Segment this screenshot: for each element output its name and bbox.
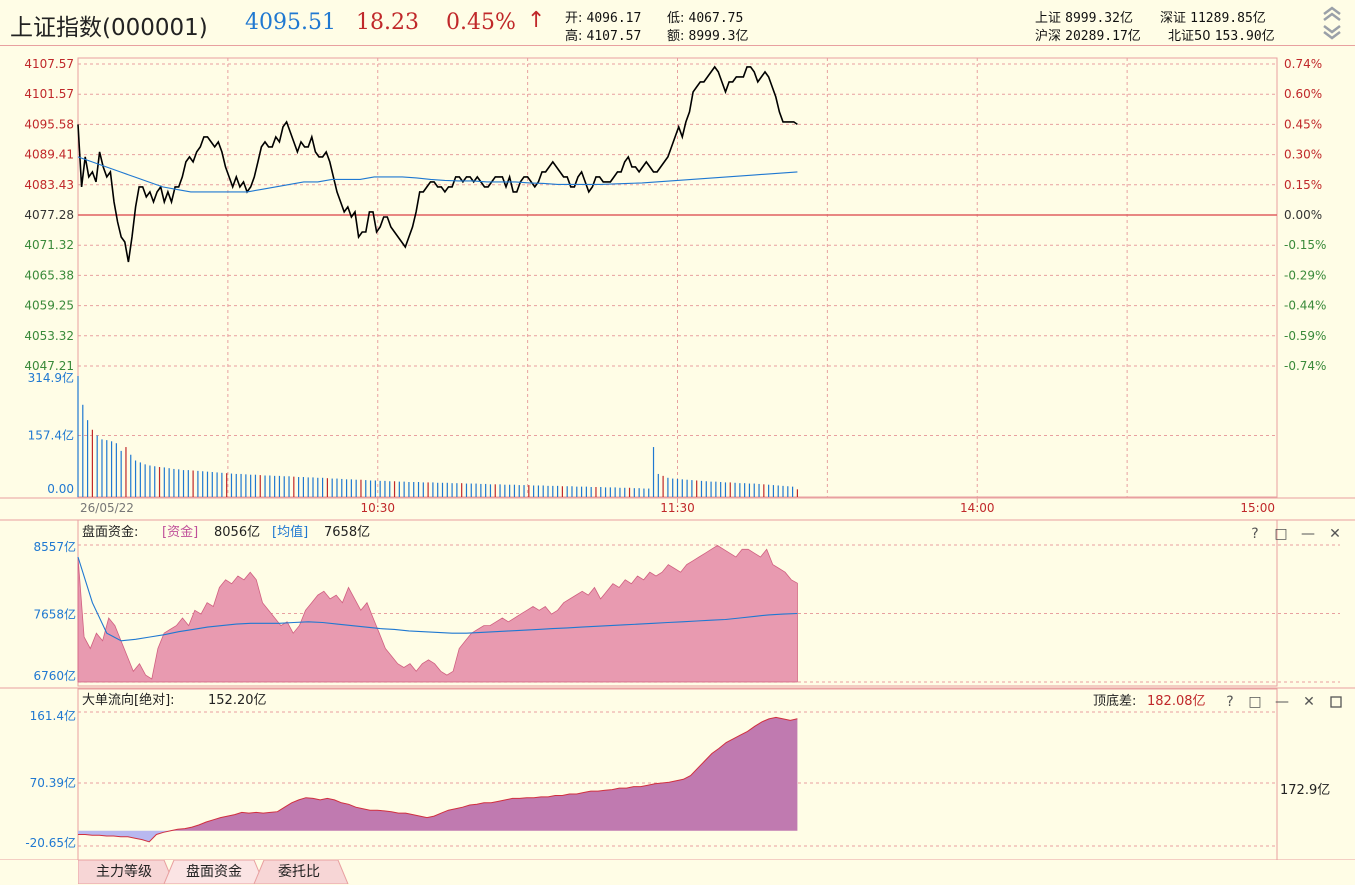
close-icon[interactable]: ✕ [1329,526,1341,542]
pct-tick-label: 0.74% [1284,57,1322,71]
bigorder-tick-label: 70.39亿 [30,775,76,790]
price-tick-label: 4059.25 [24,299,74,313]
bigorder-area [78,716,798,843]
price-tick-label: 4089.41 [24,148,74,162]
avg-legend-name: [均值] [272,524,308,540]
open-stat: 开: 4096.17 [565,11,642,26]
fund-title: 盘面资金: [82,524,138,540]
pct-tick-label: 0.00% [1284,208,1322,222]
volume-bars [77,376,799,497]
minimize-icon[interactable]: — [1275,694,1289,710]
amount-stat: 额: 8999.3亿 [667,29,749,44]
time-tick-label: 26/05/22 [80,501,134,515]
price-change: 18.23 [356,10,419,35]
close-icon[interactable]: ✕ [1303,694,1315,710]
avg-price-line [77,156,798,193]
pct-tick-label: -0.59% [1284,329,1326,343]
pct-tick-label: 0.30% [1284,148,1322,162]
tab-fund[interactable]: 盘面资金 [186,864,242,880]
index-name: 上证指数(000001) [10,15,208,41]
fund-legend-value: 8056亿 [214,525,260,540]
last-price: 4095.51 [245,10,336,35]
help-icon[interactable]: ? [1251,526,1258,542]
price-tick-label: 4065.38 [24,268,74,282]
sh-amount: 上证 8999.32亿 [1035,11,1133,26]
bigorder-right-label: 172.9亿 [1280,783,1330,798]
pct-tick-label: 0.45% [1284,117,1322,131]
price-tick-label: 4071.32 [24,238,74,252]
avg-legend-value: 7658亿 [324,525,370,540]
price-tick-label: 4107.57 [24,57,74,71]
collapse-expand-icon[interactable] [1320,4,1344,40]
pct-tick-label: -0.29% [1284,268,1326,282]
panel-border [77,688,1278,860]
bigorder-positive-area [78,717,798,831]
price-line [77,65,798,263]
quote-header: 上证指数(000001) 4095.51 18.23 0.45% ↑ 开: 40… [0,0,1355,46]
high-stat: 高: 4107.57 [565,29,642,44]
tab-main-level[interactable]: 主力等级 [96,864,152,880]
price-tick-label: 4095.58 [24,117,74,131]
pct-tick-label: 0.60% [1284,87,1322,101]
price-tick-label: 4101.57 [24,87,74,101]
help-icon[interactable]: ? [1226,694,1233,710]
bigorder-tick-label: -20.65亿 [25,835,76,850]
spread-value: 182.08亿 [1147,694,1206,709]
bigorder-line [78,716,798,843]
price-change-pct: 0.45% [446,10,516,35]
hs-amount: 沪深 20289.17亿 [1035,29,1141,44]
tab-order-ratio[interactable]: 委托比 [278,864,320,880]
price-tick-label: 4053.32 [24,329,74,343]
bigorder-negative-area [78,830,798,842]
pct-tick-label: 0.15% [1284,178,1322,192]
bigorder-title: 大单流向[绝对]: [82,692,175,708]
fund-area-path [77,545,798,683]
fund-tick-label: 8557亿 [33,539,76,554]
up-arrow-icon: ↑ [527,8,546,33]
bigorder-value: 152.20亿 [208,693,267,708]
low-stat: 低: 4067.75 [667,11,744,26]
fund-legend-name: [资金] [162,524,198,540]
fund-avg-line [77,556,798,642]
axis-labels: 4107.57 0.74% 4101.57 0.60% 4095.58 0.45% 4089… [24,57,1342,850]
time-tick-label: 11:30 [660,501,695,515]
volume-tick-label: 157.4亿 [28,428,74,443]
price-lines [77,65,798,263]
grid [0,57,1355,860]
volume-tick-label: 0.00 [47,482,74,496]
time-tick-label: 14:00 [960,501,995,515]
price-tick-label: 4083.43 [24,178,74,192]
maximize-icon[interactable]: □ [1248,694,1261,710]
popout-icon[interactable] [1330,696,1342,708]
spread-label: 顶底差: [1093,693,1136,709]
intraday-chart: 4107.57 0.74% 4101.57 0.60% 4095.58 0.45% 4089… [0,57,1355,860]
pct-tick-label: -0.74% [1284,359,1326,373]
pct-tick-label: -0.44% [1284,299,1326,313]
volume-tick-label: 314.9亿 [28,370,74,385]
pct-tick-label: -0.15% [1284,238,1326,252]
price-tick-label: 4047.21 [24,359,74,373]
fund-tick-label: 7658亿 [33,607,76,622]
bigorder-tick-label: 161.4亿 [30,708,76,723]
tab-shapes [78,860,349,884]
fund-area [77,545,798,683]
maximize-icon[interactable]: □ [1274,526,1287,542]
time-tick-label: 10:30 [360,501,395,515]
minimize-icon[interactable]: — [1301,526,1315,542]
price-tick-label: 4077.28 [24,208,74,222]
fund-tick-label: 6760亿 [33,668,76,683]
sz-amount: 深证 11289.85亿 [1160,11,1266,26]
bz-amount: 北证50 153.90亿 [1168,29,1275,44]
time-tick-label: 15:00 [1240,501,1275,515]
